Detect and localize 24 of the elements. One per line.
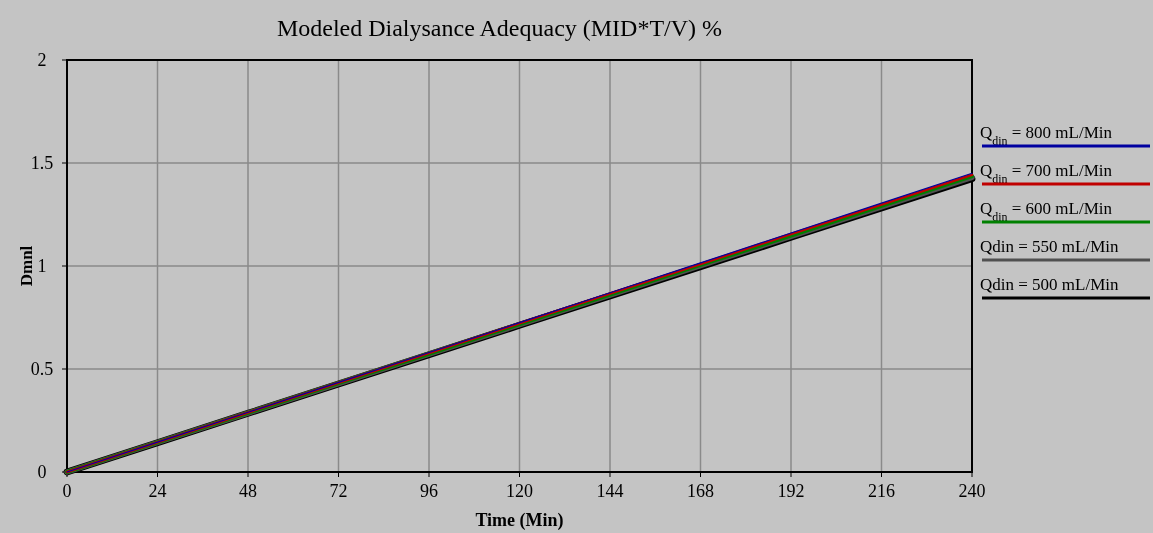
y-tick-label: 0 xyxy=(37,462,47,482)
series-label: Q$_{din}$ = 600 mL/Min xyxy=(980,199,1113,224)
x-tick-label: 0 xyxy=(62,481,72,501)
text: Qdin = 550 mL/Min xyxy=(980,237,1120,256)
y-axis-title: Dmnl xyxy=(17,245,36,287)
x-tick-label: 240 xyxy=(958,481,986,501)
y-tick-label: 2 xyxy=(37,50,47,70)
x-tick-label: 216 xyxy=(868,481,895,501)
x-tick-label: 120 xyxy=(506,481,533,501)
x-tick-label: 48 xyxy=(239,481,257,501)
x-tick-label: 96 xyxy=(420,481,438,501)
chart-title: Modeled Dialysance Adequacy (MID*T/V) % xyxy=(276,15,723,41)
x-axis-title: Time (Min) xyxy=(475,510,564,531)
x-tick-label: 24 xyxy=(148,481,167,501)
x-tick-label: 144 xyxy=(596,481,624,501)
series-label: Q$_{din}$ = 800 mL/Min xyxy=(980,123,1113,148)
x-tick-label: 72 xyxy=(329,481,348,501)
y-tick-label: 0.5 xyxy=(30,359,54,379)
y-tick-label: 1 xyxy=(37,256,47,276)
x-tick-label: 168 xyxy=(687,481,714,501)
y-tick-label: 1.5 xyxy=(30,153,54,173)
text: Qdin = 500 mL/Min xyxy=(980,275,1120,294)
series-label: Q$_{din}$ = 700 mL/Min xyxy=(980,161,1113,186)
x-tick-label: 192 xyxy=(777,481,805,501)
